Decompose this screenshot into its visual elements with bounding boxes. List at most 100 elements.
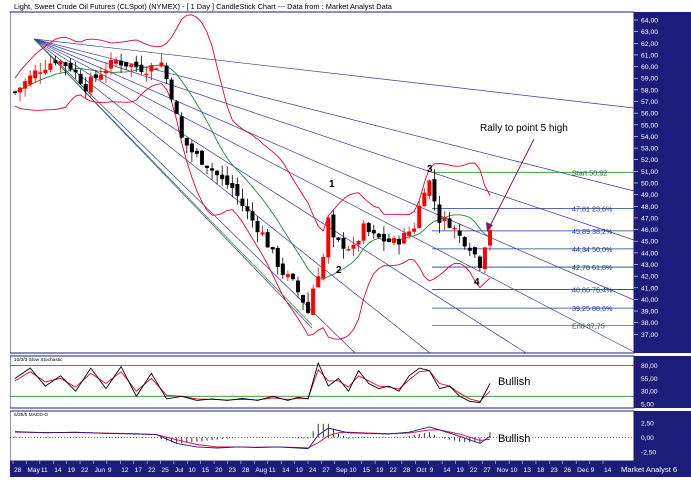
stoch-tick-label: 5,00 bbox=[641, 402, 654, 409]
candle-body bbox=[184, 137, 189, 146]
candle-body bbox=[250, 211, 255, 221]
candle-body bbox=[301, 295, 306, 303]
time-tick-label: 17 bbox=[135, 467, 143, 474]
macd-tick-label: 0,00 bbox=[641, 435, 654, 442]
fib-level-label: 40,86 76,4% bbox=[572, 285, 613, 294]
candle-body bbox=[462, 237, 467, 247]
fib-level-label: 39,25 88,6% bbox=[572, 304, 613, 313]
candle-body bbox=[134, 61, 139, 68]
chart-title: Light, Sweet Crude Oil Futures (CLSpot) … bbox=[14, 2, 393, 11]
stochastic-axis bbox=[634, 356, 691, 408]
time-tick-label: 25 bbox=[162, 467, 170, 474]
fib-level-label: 44,34 50,0% bbox=[572, 245, 613, 254]
candle-body bbox=[311, 288, 316, 315]
macd-panel[interactable] bbox=[9, 410, 635, 462]
rally-annotation: Rally to point 5 high bbox=[480, 123, 568, 134]
price-tick-label: 63,00 bbox=[641, 29, 658, 36]
time-tick-label: 10 bbox=[510, 467, 518, 474]
time-tick-label: 19 bbox=[68, 467, 76, 474]
price-tick-label: 37,00 bbox=[641, 332, 658, 339]
candle-body bbox=[124, 61, 129, 67]
candle-body bbox=[255, 220, 260, 233]
candle-body bbox=[482, 247, 487, 270]
time-tick-label: 20 bbox=[215, 467, 223, 474]
time-tick-label: 15 bbox=[363, 467, 371, 474]
time-tick-label: 12 bbox=[121, 467, 129, 474]
time-tick-label: 10 bbox=[349, 467, 357, 474]
stochastic-panel[interactable] bbox=[9, 355, 635, 409]
price-panel[interactable] bbox=[9, 11, 635, 354]
price-tick-label: 40,00 bbox=[641, 297, 658, 304]
moving-average bbox=[14, 64, 491, 280]
price-tick-label: 64,00 bbox=[641, 18, 658, 25]
candle-body bbox=[316, 276, 321, 288]
candle-body bbox=[432, 179, 437, 202]
time-tick-label: Jul bbox=[175, 467, 184, 474]
candle-body bbox=[306, 301, 311, 313]
fib-level-label: End 37,75 bbox=[572, 322, 605, 331]
price-tick-label: 38,00 bbox=[641, 320, 658, 327]
time-tick-label: 9 bbox=[108, 467, 112, 474]
price-tick-label: 42,00 bbox=[641, 274, 658, 281]
candle-body bbox=[422, 192, 427, 207]
bollinger-bands bbox=[14, 14, 491, 340]
time-tick-label: 22 bbox=[81, 467, 89, 474]
candle-body bbox=[109, 59, 114, 69]
time-tick-label: 26 bbox=[564, 467, 572, 474]
candle-body bbox=[18, 87, 23, 93]
candle-body bbox=[265, 232, 270, 248]
candle-body bbox=[452, 228, 457, 230]
time-tick-label: 14 bbox=[282, 467, 290, 474]
candle-body bbox=[356, 241, 361, 245]
fan-line bbox=[33, 38, 635, 301]
time-tick-label: 23 bbox=[229, 467, 237, 474]
candle-body bbox=[447, 218, 452, 228]
time-tick-label: Jun bbox=[94, 467, 105, 474]
candle-body bbox=[144, 73, 149, 76]
candle-body bbox=[38, 72, 43, 74]
fan-line bbox=[33, 38, 635, 353]
macd-tick-label: -2,50 bbox=[641, 450, 656, 457]
brand-label: Market Analyst 6 bbox=[621, 465, 677, 474]
candle-body bbox=[290, 273, 295, 280]
candle-body bbox=[164, 65, 169, 80]
time-tick-label: 19 bbox=[457, 467, 465, 474]
candle-body bbox=[381, 233, 386, 242]
stoch-d-line bbox=[14, 368, 491, 402]
rally-arrowhead bbox=[486, 222, 493, 232]
candle-body bbox=[210, 168, 215, 171]
price-tick-label: 45,00 bbox=[641, 239, 658, 246]
price-tick-label: 62,00 bbox=[641, 41, 658, 48]
stoch-k-line bbox=[14, 361, 491, 403]
fan-line bbox=[33, 38, 635, 241]
candle-body bbox=[63, 62, 68, 66]
stoch-tick-label: 80,00 bbox=[641, 363, 658, 370]
time-tick-label: 11 bbox=[269, 467, 276, 474]
candle-body bbox=[240, 198, 245, 206]
candle-body bbox=[326, 217, 331, 258]
price-tick-label: 46,00 bbox=[641, 227, 658, 234]
price-tick-label: 58,00 bbox=[641, 87, 658, 94]
fan-line bbox=[33, 38, 527, 354]
candle-body bbox=[23, 81, 28, 89]
time-axis bbox=[10, 461, 691, 477]
time-tick-label: 24 bbox=[309, 467, 317, 474]
candle-body bbox=[437, 204, 442, 223]
fan-line bbox=[33, 38, 635, 109]
candle-body bbox=[472, 247, 477, 255]
candle-body bbox=[427, 180, 432, 196]
candle-body bbox=[270, 246, 275, 250]
time-tick-label: 15 bbox=[202, 467, 210, 474]
time-tick-label: 9 bbox=[591, 467, 595, 474]
candle-body bbox=[467, 247, 472, 251]
candle-body bbox=[43, 69, 48, 74]
candle-body bbox=[402, 233, 407, 244]
time-tick-label: 14 bbox=[604, 467, 612, 474]
stochastic-bullish-label: Bullish bbox=[498, 376, 530, 388]
candle-body bbox=[346, 249, 351, 251]
time-tick-label: 22 bbox=[470, 467, 478, 474]
candle-body bbox=[205, 165, 210, 168]
time-tick-label: Nov bbox=[497, 467, 509, 474]
time-tick-label: 27 bbox=[322, 467, 330, 474]
candle-body bbox=[194, 150, 199, 154]
